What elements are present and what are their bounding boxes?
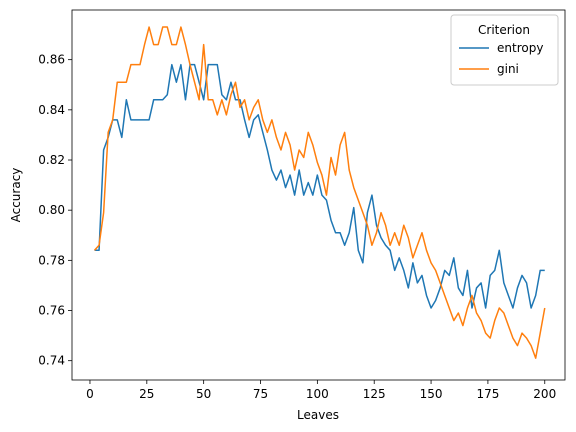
x-tick-label: 25 [139,387,154,401]
x-tick-label: 150 [420,387,443,401]
x-axis: 0 25 50 75 100 125 150 175 200 [86,380,556,401]
plot-frame [71,9,566,381]
x-tick-label: 175 [476,387,499,401]
series-line-entropy [94,63,545,309]
legend: Criterion entropy gini [450,14,559,86]
y-axis: 0.74 0.76 0.78 0.80 0.82 0.84 0.86 [38,53,72,368]
series-layer [93,26,546,359]
y-tick-label: 0.78 [38,253,65,267]
y-tick-label: 0.84 [38,103,65,117]
legend-label-gini: gini [497,62,519,76]
x-tick-label: 75 [253,387,268,401]
series-line-gini [93,26,546,359]
x-tick-label: 100 [306,387,329,401]
legend-label-entropy: entropy [497,41,543,55]
legend-box [450,14,559,86]
y-tick-label: 0.74 [38,354,65,368]
x-axis-label: Leaves [297,408,339,422]
y-tick-label: 0.86 [38,53,65,67]
x-tick-label: 50 [196,387,211,401]
y-tick-label: 0.82 [38,153,65,167]
y-axis-label: Accuracy [9,168,23,223]
x-tick-label: 125 [363,387,386,401]
legend-title: Criterion [478,23,530,37]
x-tick-label: 0 [86,387,94,401]
y-tick-label: 0.80 [38,203,65,217]
x-tick-label: 200 [533,387,556,401]
y-tick-label: 0.76 [38,304,65,318]
